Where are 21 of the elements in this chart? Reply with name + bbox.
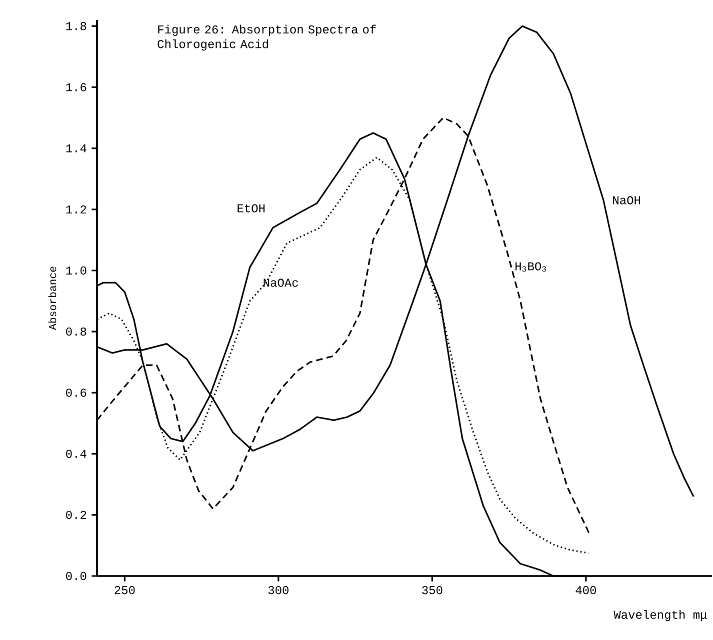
x-axis-title: Wavelength mμ bbox=[614, 610, 707, 622]
y-tick-label: 1.8 bbox=[66, 22, 86, 30]
y-tick-label: 1.2 bbox=[66, 205, 86, 214]
series-label: NaOH bbox=[613, 196, 640, 204]
y-tick-label: 1.0 bbox=[66, 266, 86, 275]
y-tick-label: 1.4 bbox=[66, 144, 86, 152]
text: Figure 26: Absorption Spectra of Chlorogenic Acid bbox=[158, 24, 376, 51]
x-tick-label: 300 bbox=[268, 586, 288, 594]
y-tick-label: 1.6 bbox=[66, 83, 86, 92]
series-label: NaOAc bbox=[264, 278, 298, 287]
x-tick-label: 400 bbox=[576, 586, 596, 594]
y-tick-label: 0.0 bbox=[66, 572, 86, 580]
y-tick-label: 0.4 bbox=[66, 450, 86, 458]
y-tick-label: 0.8 bbox=[66, 328, 86, 336]
y-tick-label: 0.6 bbox=[66, 388, 86, 397]
y-tick-label: 0.2 bbox=[66, 510, 86, 519]
y-axis-title: Absorbance bbox=[48, 266, 56, 330]
x-tick-label: 350 bbox=[422, 586, 442, 594]
x-tick-label: 250 bbox=[114, 586, 135, 594]
series-label: H$_{3}$BO$_{3}$ bbox=[516, 262, 546, 272]
series-label: EtOH bbox=[238, 204, 265, 212]
